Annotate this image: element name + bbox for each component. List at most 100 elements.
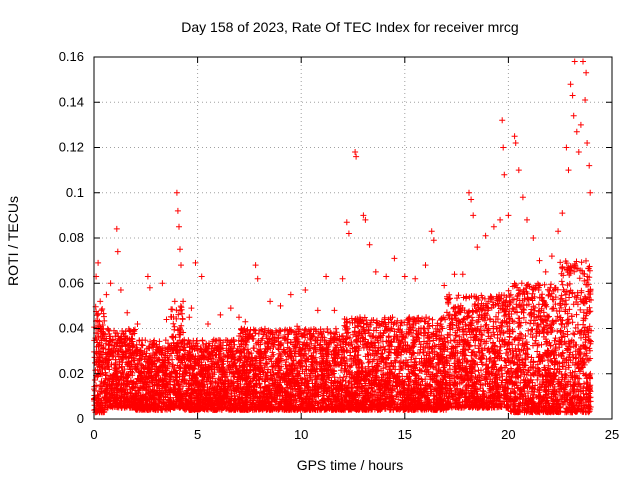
data-point: [142, 397, 149, 404]
data-point: [134, 390, 141, 397]
data-point: [174, 327, 181, 334]
data-point: [94, 317, 101, 324]
data-point: [92, 367, 99, 374]
data-point: [177, 331, 184, 338]
data-point: [130, 383, 137, 390]
data-point: [170, 320, 177, 327]
data-point: [177, 328, 184, 334]
data-point: [160, 378, 167, 385]
data-point: [178, 340, 185, 347]
data-point: [149, 341, 156, 348]
data-point: [125, 360, 132, 367]
data-point: [133, 404, 140, 411]
data-point: [123, 335, 130, 342]
data-point: [97, 391, 104, 397]
data-point: [116, 380, 122, 387]
data-point: [127, 328, 134, 335]
data-point: [113, 385, 120, 391]
data-point: [117, 340, 124, 347]
data-point: [148, 372, 155, 379]
data-point: [109, 337, 116, 343]
data-point: [132, 393, 139, 400]
data-point: [94, 356, 101, 363]
data-point: [102, 395, 109, 402]
data-point: [100, 409, 107, 416]
data-point: [168, 373, 175, 380]
data-point: [129, 369, 136, 376]
data-point: [108, 348, 115, 355]
data-point: [121, 339, 128, 346]
data-point: [165, 340, 171, 347]
data-point: [109, 391, 116, 398]
data-point: [115, 353, 122, 360]
data-point: [118, 364, 125, 371]
data-point: [110, 376, 116, 383]
data-point: [97, 403, 103, 410]
data-point: [101, 379, 108, 386]
data-point: [129, 343, 136, 350]
data-point: [162, 337, 169, 344]
data-points: [91, 58, 595, 416]
data-point: [139, 394, 146, 400]
data-point: [163, 367, 170, 374]
data-point: [173, 370, 179, 377]
data-point: [168, 314, 175, 320]
data-point: [141, 378, 148, 385]
data-point: [147, 405, 154, 412]
data-point: [169, 333, 176, 340]
data-point: [175, 403, 182, 410]
data-point: [140, 364, 147, 371]
data-point: [173, 348, 179, 354]
data-point: [173, 307, 180, 314]
data-point: [113, 394, 120, 401]
data-point: [145, 369, 152, 376]
data-point: [91, 377, 98, 383]
data-point: [168, 350, 175, 357]
data-point: [174, 362, 181, 369]
data-point: [144, 406, 151, 413]
data-point: [106, 330, 113, 337]
data-point: [328, 330, 335, 337]
data-point: [95, 395, 102, 402]
data-point: [178, 304, 185, 311]
data-point: [103, 361, 110, 368]
data-point: [133, 380, 140, 387]
data-point: [429, 316, 436, 323]
data-point: [128, 340, 135, 347]
data-point: [150, 401, 157, 407]
data-point: [116, 358, 123, 365]
data-point: [112, 356, 119, 363]
data-point: [173, 374, 180, 381]
data-point: [108, 394, 115, 401]
data-point: [157, 390, 164, 397]
data-point: [153, 350, 160, 357]
data-point: [151, 395, 158, 402]
data-point: [107, 403, 114, 410]
data-point: [106, 366, 113, 373]
data-point: [166, 360, 173, 367]
data-point: [117, 385, 124, 392]
data-point: [149, 379, 156, 386]
data-point: [199, 337, 206, 344]
data-point: [91, 387, 98, 394]
data-point: [177, 303, 184, 310]
data-point: [117, 376, 123, 383]
data-point: [152, 406, 159, 413]
data-point: [231, 341, 238, 348]
data-point: [173, 344, 180, 351]
data-point: [124, 379, 131, 386]
data-point: [147, 383, 154, 390]
data-point: [110, 352, 117, 359]
data-point: [136, 357, 143, 364]
data-point: [171, 404, 178, 411]
data-point: [172, 334, 179, 341]
data-point: [99, 306, 106, 312]
data-point: [108, 388, 115, 395]
data-point: [145, 344, 152, 351]
data-point: [169, 356, 176, 363]
grid-lines: [94, 57, 612, 419]
data-point: [112, 361, 119, 368]
data-point: [167, 401, 174, 408]
data-point: [98, 307, 105, 314]
data-point: [125, 372, 132, 378]
